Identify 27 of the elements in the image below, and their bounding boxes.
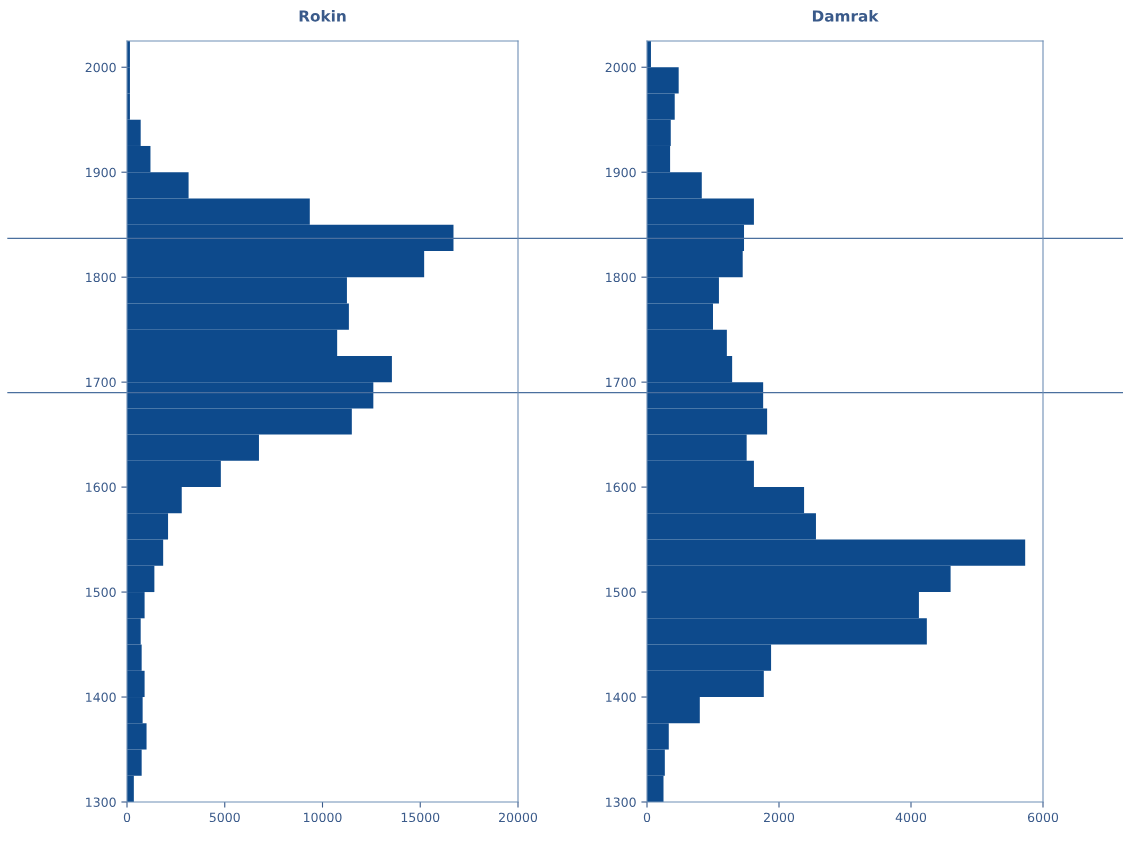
x-tick-label: 0 xyxy=(643,812,651,823)
x-tick-label: 6000 xyxy=(1027,812,1059,823)
y-tick-label: 1500 xyxy=(606,587,636,597)
y-tick-label: 1600 xyxy=(86,482,116,493)
x-tick-label: 2000 xyxy=(764,812,795,823)
x-tick-label: 15000 xyxy=(401,812,440,823)
x-tick-label: 10000 xyxy=(303,812,342,823)
y-tick-label: 2000 xyxy=(85,62,116,73)
y-tick-label: 1400 xyxy=(86,692,116,702)
x-tick-label: 5000 xyxy=(209,812,240,823)
y-tick-label: 1500 xyxy=(86,587,116,597)
x-tick-label: 20000 xyxy=(499,812,538,823)
y-tick-label: 1700 xyxy=(86,377,116,388)
y-tick-label: 2000 xyxy=(605,62,636,73)
x-tick-label: 0 xyxy=(123,812,131,823)
y-tick-label: 1400 xyxy=(606,692,636,702)
y-tick-label: 1300 xyxy=(86,797,116,807)
chart-title: Damrak xyxy=(812,9,879,22)
y-tick-label: 1800 xyxy=(606,272,636,283)
y-tick-label: 1900 xyxy=(86,167,116,178)
y-tick-label: 1700 xyxy=(606,377,636,388)
y-tick-label: 1800 xyxy=(86,272,116,283)
x-tick-label: 4000 xyxy=(895,812,927,823)
y-tick-label: 1300 xyxy=(606,797,636,807)
y-tick-label: 1900 xyxy=(606,167,636,178)
y-tick-label: 1600 xyxy=(606,482,636,493)
chart-title: Rokin xyxy=(299,9,346,22)
